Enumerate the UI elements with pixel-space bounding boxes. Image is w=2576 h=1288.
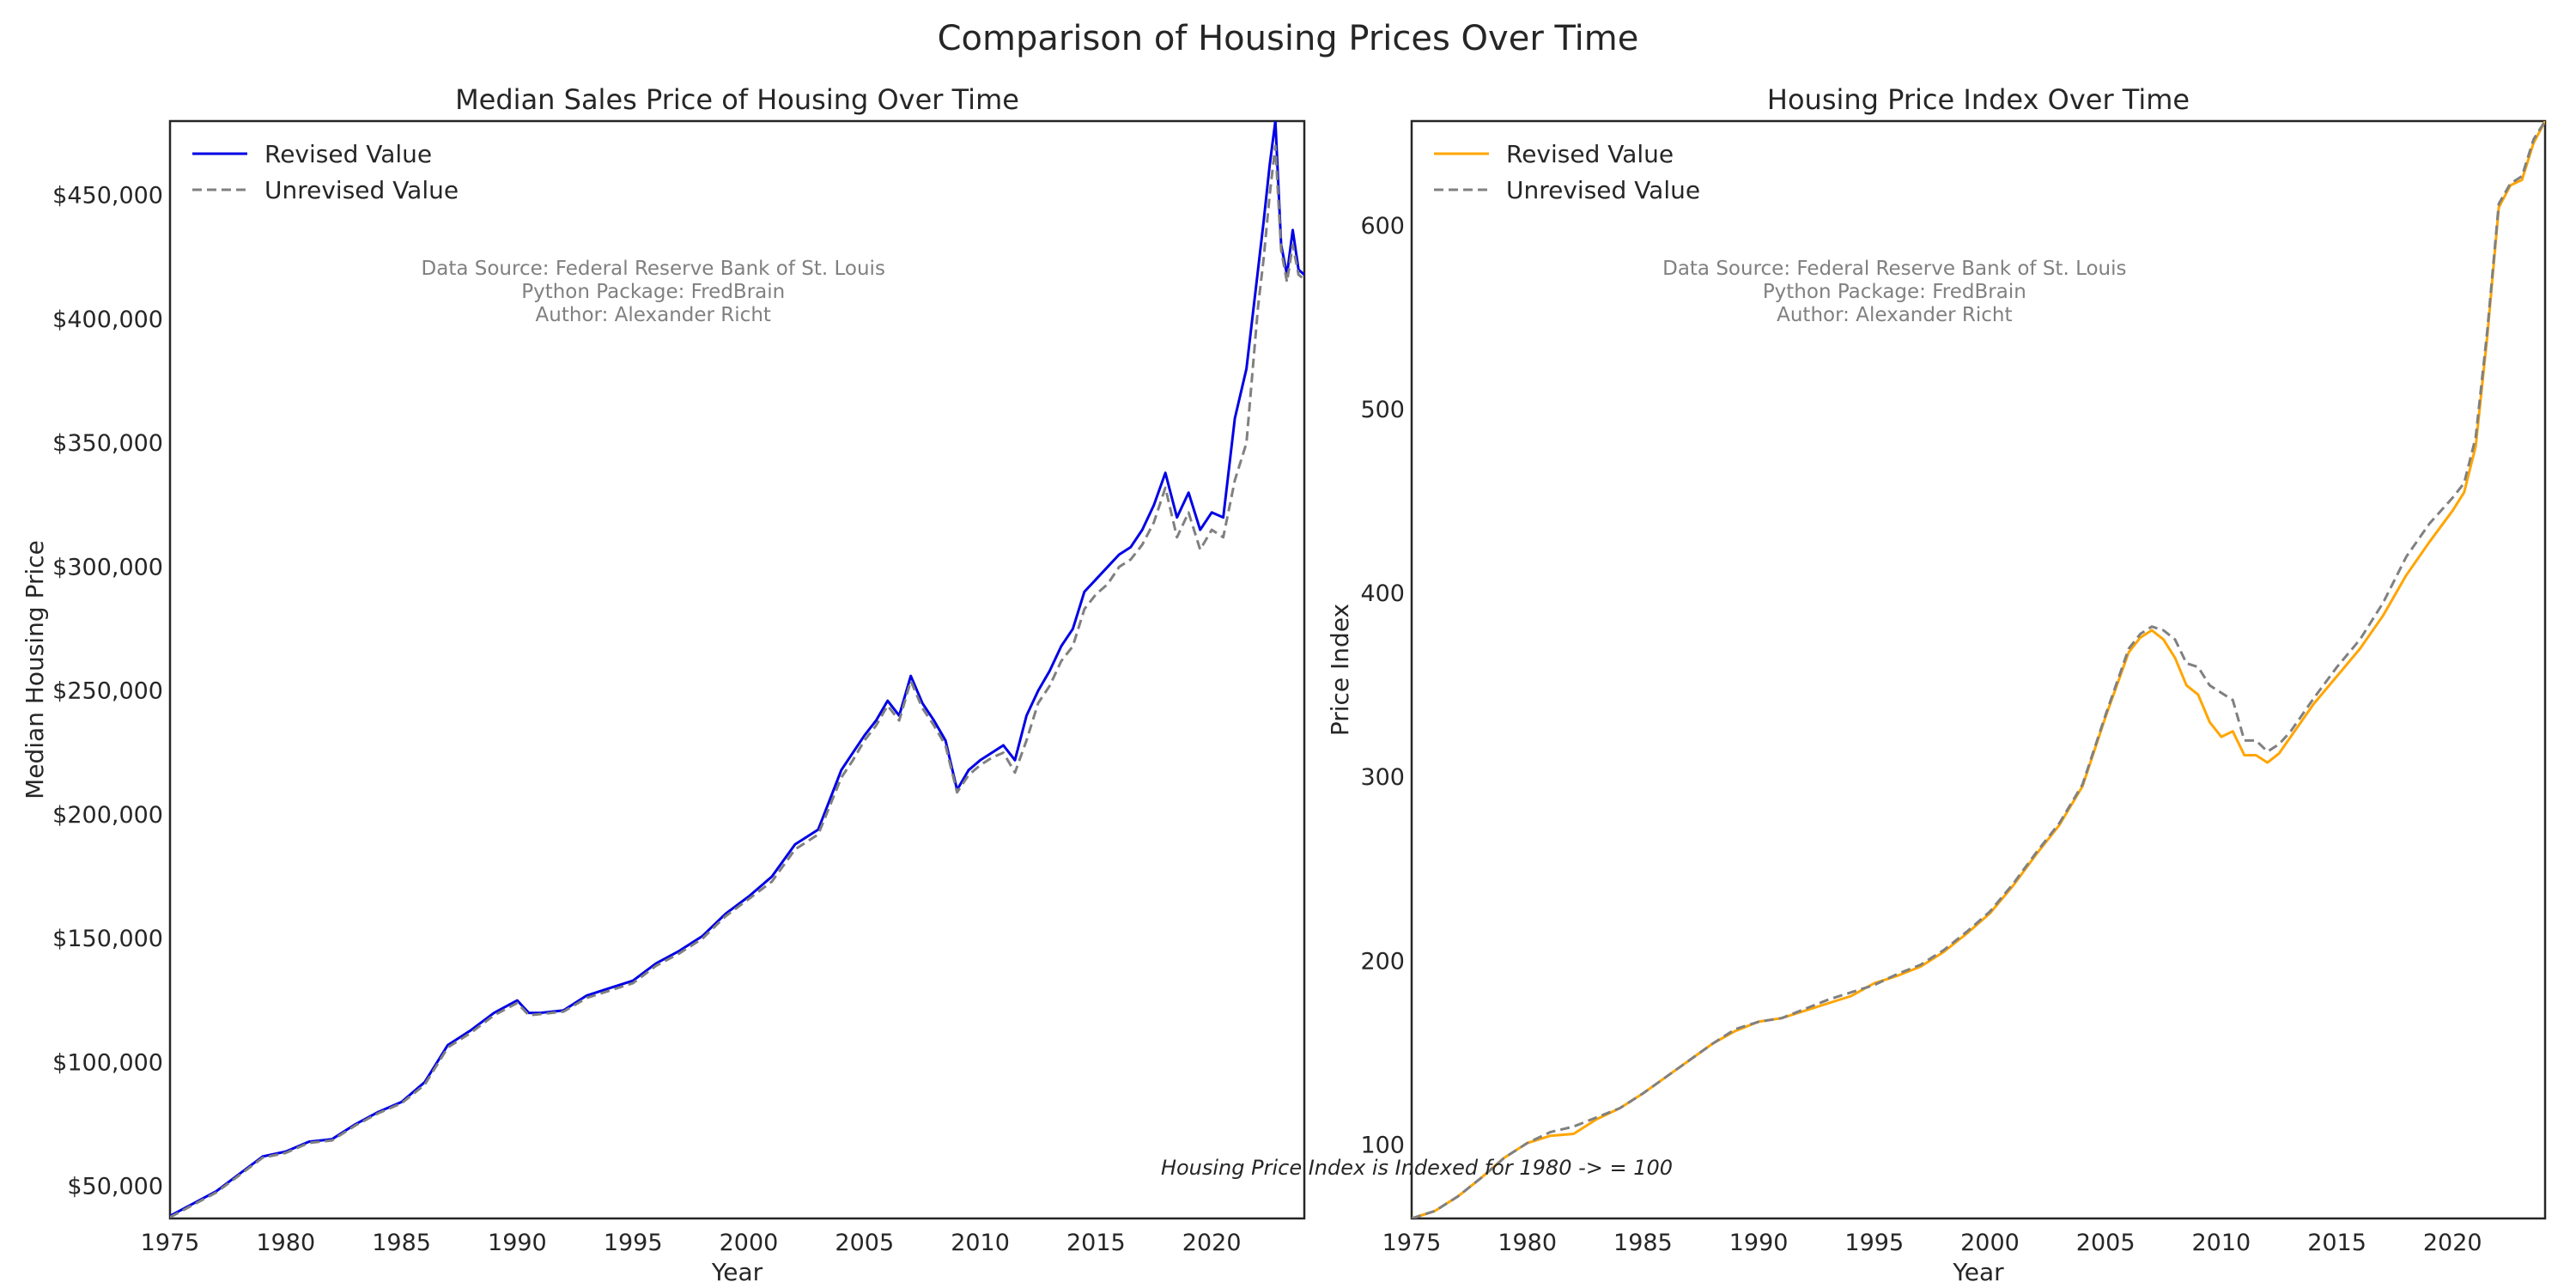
- subplot-title: Median Sales Price of Housing Over Time: [455, 83, 1019, 116]
- ytick-150000: $150,000: [52, 926, 163, 952]
- x-axis-label: Year: [1952, 1258, 2004, 1286]
- xtick-1990: 1990: [488, 1230, 547, 1256]
- source-note-line-1: Data Source: Federal Reserve Bank of St.…: [1662, 258, 2126, 280]
- series-line-unrevised: [1412, 121, 2545, 1218]
- ytick-400000: $400,000: [52, 307, 163, 333]
- chart-housing-price-index: Housing Price Index Over Time 1975 1980 198…: [1326, 83, 2547, 1286]
- ytick-50000: $50,000: [67, 1173, 163, 1200]
- xtick-2005: 2005: [835, 1230, 894, 1256]
- xtick-1975: 1975: [141, 1230, 200, 1256]
- legend-label-revised: Revised Value: [264, 140, 432, 168]
- ytick-100000: $100,000: [52, 1049, 163, 1076]
- figure-title: Comparison of Housing Prices Over Time: [938, 19, 1639, 58]
- xtick-1995: 1995: [604, 1230, 663, 1256]
- ytick-500: 500: [1360, 397, 1405, 423]
- xtick-2015: 2015: [2307, 1230, 2366, 1256]
- ytick-200000: $200,000: [52, 802, 163, 829]
- xtick-2005: 2005: [2076, 1230, 2136, 1256]
- xtick-2010: 2010: [951, 1230, 1010, 1256]
- series-line-unrevised: [170, 144, 1304, 1218]
- ytick-250000: $250,000: [52, 678, 163, 705]
- xtick-1980: 1980: [1498, 1230, 1557, 1256]
- axes-frame: [168, 119, 1306, 1220]
- ytick-200: 200: [1360, 948, 1405, 975]
- source-note-line-2: Python Package: FredBrain: [521, 281, 785, 303]
- ytick-450000: $450,000: [52, 183, 163, 210]
- xtick-1985: 1985: [372, 1230, 431, 1256]
- subplot-title: Housing Price Index Over Time: [1767, 83, 2190, 116]
- series-group: [1412, 121, 2545, 1218]
- ytick-100: 100: [1360, 1132, 1405, 1158]
- source-note-line-2: Python Package: FredBrain: [1763, 281, 2026, 303]
- footnote: Housing Price Index is Indexed for 1980 …: [1161, 1156, 1673, 1180]
- ytick-300000: $300,000: [52, 554, 163, 580]
- ytick-600: 600: [1360, 213, 1405, 240]
- xtick-1990: 1990: [1729, 1230, 1789, 1256]
- x-axis-label: Year: [711, 1258, 763, 1286]
- series-group: [170, 121, 1304, 1218]
- chart-median-sales-price: Median Sales Price of Housing Over Time 1…: [21, 83, 1306, 1286]
- y-axis-label: Median Housing Price: [21, 540, 49, 799]
- xtick-1995: 1995: [1844, 1230, 1904, 1256]
- xtick-1980: 1980: [256, 1230, 315, 1256]
- xtick-2015: 2015: [1066, 1230, 1126, 1256]
- xtick-1975: 1975: [1382, 1230, 1442, 1256]
- axes-frame: [1410, 119, 2547, 1220]
- ytick-300: 300: [1360, 764, 1405, 791]
- series-line-revised: [170, 121, 1304, 1218]
- source-note-line-3: Author: Alexander Richt: [1777, 304, 2012, 326]
- ytick-400: 400: [1360, 580, 1405, 607]
- ytick-350000: $350,000: [52, 430, 163, 457]
- legend-label-unrevised: Unrevised Value: [264, 176, 459, 204]
- source-note-line-3: Author: Alexander Richt: [536, 304, 771, 326]
- xtick-1985: 1985: [1613, 1230, 1673, 1256]
- y-axis-label: Price Index: [1326, 604, 1354, 736]
- xtick-2000: 2000: [1960, 1230, 2020, 1256]
- xtick-2020: 2020: [1182, 1230, 1242, 1256]
- xtick-2000: 2000: [720, 1230, 779, 1256]
- xtick-2020: 2020: [2423, 1230, 2482, 1256]
- source-note-line-1: Data Source: Federal Reserve Bank of St.…: [422, 258, 885, 280]
- legend-label-unrevised: Unrevised Value: [1506, 176, 1700, 204]
- xtick-2010: 2010: [2191, 1230, 2251, 1256]
- legend-label-revised: Revised Value: [1506, 140, 1674, 168]
